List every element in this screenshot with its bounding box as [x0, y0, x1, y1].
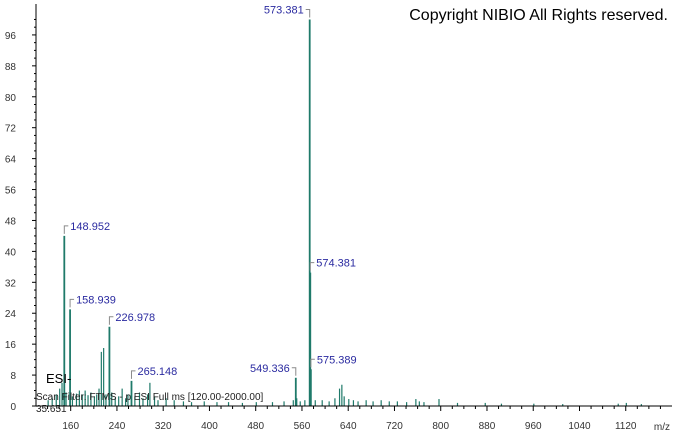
peak-label: 265.148: [137, 366, 177, 378]
y-tick-label: 8: [10, 371, 16, 382]
x-tick-label: 640: [340, 421, 357, 432]
scan-filter-text: Scan Filter: FTMS - p ESI Full ms [120.0…: [36, 392, 264, 403]
x-tick-label: 160: [62, 421, 79, 432]
labeled-peaks-group: [63, 19, 312, 406]
x-tick-label: 1120: [615, 421, 637, 432]
x-tick-label: 320: [155, 421, 172, 432]
y-tick-label: 16: [5, 340, 17, 351]
peak-label: 573.381: [264, 4, 304, 16]
peak-label-bracket: [63, 225, 69, 234]
y-tick-label: 88: [5, 62, 17, 73]
x-axis-label: m/z: [654, 422, 670, 433]
ion-mode-label: ESI-: [46, 371, 71, 386]
y-tick-label: 40: [5, 247, 17, 258]
x-tick-label: 1040: [568, 421, 591, 432]
y-tick-label: 80: [5, 93, 17, 104]
y-tick-label: 56: [5, 186, 17, 197]
x-tick-label: 720: [386, 421, 403, 432]
x-axis-ticks: 160 240 320 400 480 560 640 720 800 880 960 1040 112…: [47, 406, 661, 432]
x-tick-label: 560: [294, 421, 311, 432]
x-tick-label: 880: [479, 421, 496, 432]
peak-label-bracket: [130, 370, 136, 379]
y-tick-label: 64: [5, 155, 17, 166]
peak-label-bracket: [69, 298, 75, 308]
peak-labels-group: 148.952 158.939 226.978 265.148 549.336 573.3…: [63, 4, 357, 379]
x-tick-label: 960: [525, 421, 542, 432]
peak-label-bracket: [108, 316, 114, 325]
base-intensity-text: 35.651: [36, 404, 67, 415]
y-axis-ticks: 0 8 16 24 32 40 48 56 64 72 80 88 96: [5, 18, 36, 413]
peak-label: 226.978: [115, 312, 155, 324]
copyright-notice: Copyright NIBIO All Rights reserved.: [409, 7, 668, 24]
peak-label: 148.952: [70, 221, 110, 233]
x-tick-label: 480: [247, 421, 264, 432]
peak-label: 158.939: [76, 294, 116, 306]
peak-label: 575.389: [317, 354, 357, 366]
y-tick-label: 72: [5, 124, 17, 135]
x-tick-label: 400: [201, 421, 218, 432]
y-tick-label: 24: [5, 309, 17, 320]
minor-peaks-group: [47, 348, 642, 406]
peak-label: 549.336: [250, 363, 290, 375]
x-tick-label: 800: [432, 421, 449, 432]
y-tick-label: 32: [5, 278, 17, 289]
peak-label-bracket: [310, 358, 315, 368]
y-tick-label: 0: [10, 402, 16, 413]
peak-label-bracket: [305, 8, 311, 18]
peak-label-bracket: [309, 262, 315, 271]
peak-label: 574.381: [316, 258, 356, 270]
y-tick-label: 96: [5, 31, 17, 42]
x-tick-label: 240: [109, 421, 126, 432]
y-tick-label: 48: [5, 216, 17, 227]
peak-label-bracket: [291, 367, 297, 376]
